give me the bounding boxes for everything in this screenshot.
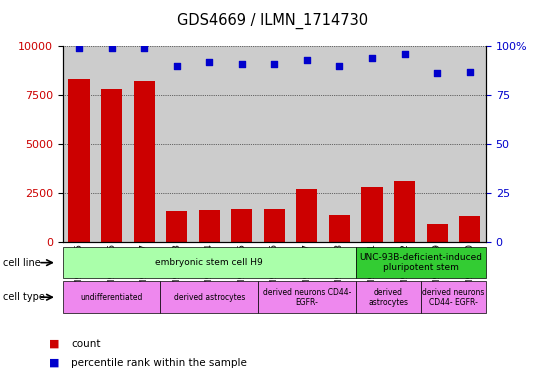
- Text: cell type: cell type: [3, 292, 45, 302]
- Bar: [394, 181, 415, 242]
- Point: [173, 63, 181, 69]
- Text: derived neurons
CD44- EGFR-: derived neurons CD44- EGFR-: [422, 288, 485, 307]
- Point: [302, 57, 311, 63]
- Text: count: count: [71, 339, 100, 349]
- Text: embryonic stem cell H9: embryonic stem cell H9: [156, 258, 263, 267]
- Text: percentile rank within the sample: percentile rank within the sample: [71, 358, 247, 368]
- Point: [107, 45, 116, 51]
- Bar: [459, 217, 480, 242]
- Text: derived
astrocytes: derived astrocytes: [369, 288, 408, 307]
- Text: undifferentiated: undifferentiated: [80, 293, 143, 302]
- Text: GDS4669 / ILMN_1714730: GDS4669 / ILMN_1714730: [177, 13, 369, 29]
- Point: [433, 70, 442, 76]
- Point: [335, 63, 344, 69]
- Bar: [68, 79, 90, 242]
- Bar: [166, 210, 187, 242]
- Text: derived neurons CD44-
EGFR-: derived neurons CD44- EGFR-: [263, 288, 351, 307]
- Point: [238, 61, 246, 67]
- Bar: [232, 209, 252, 242]
- Text: ■: ■: [49, 358, 60, 368]
- Point: [270, 61, 278, 67]
- Text: derived astrocytes: derived astrocytes: [174, 293, 245, 302]
- Bar: [199, 210, 220, 242]
- Point: [367, 55, 376, 61]
- Bar: [296, 189, 317, 242]
- Bar: [101, 89, 122, 242]
- Text: cell line: cell line: [3, 258, 40, 268]
- Point: [465, 68, 474, 74]
- Point: [75, 45, 84, 51]
- Text: UNC-93B-deficient-induced
pluripotent stem: UNC-93B-deficient-induced pluripotent st…: [359, 253, 482, 272]
- Point: [140, 45, 149, 51]
- Text: ■: ■: [49, 339, 60, 349]
- Bar: [426, 224, 448, 242]
- Bar: [134, 81, 155, 242]
- Bar: [264, 209, 285, 242]
- Bar: [329, 215, 350, 242]
- Point: [400, 51, 409, 57]
- Point: [205, 59, 213, 65]
- Bar: [361, 187, 383, 242]
